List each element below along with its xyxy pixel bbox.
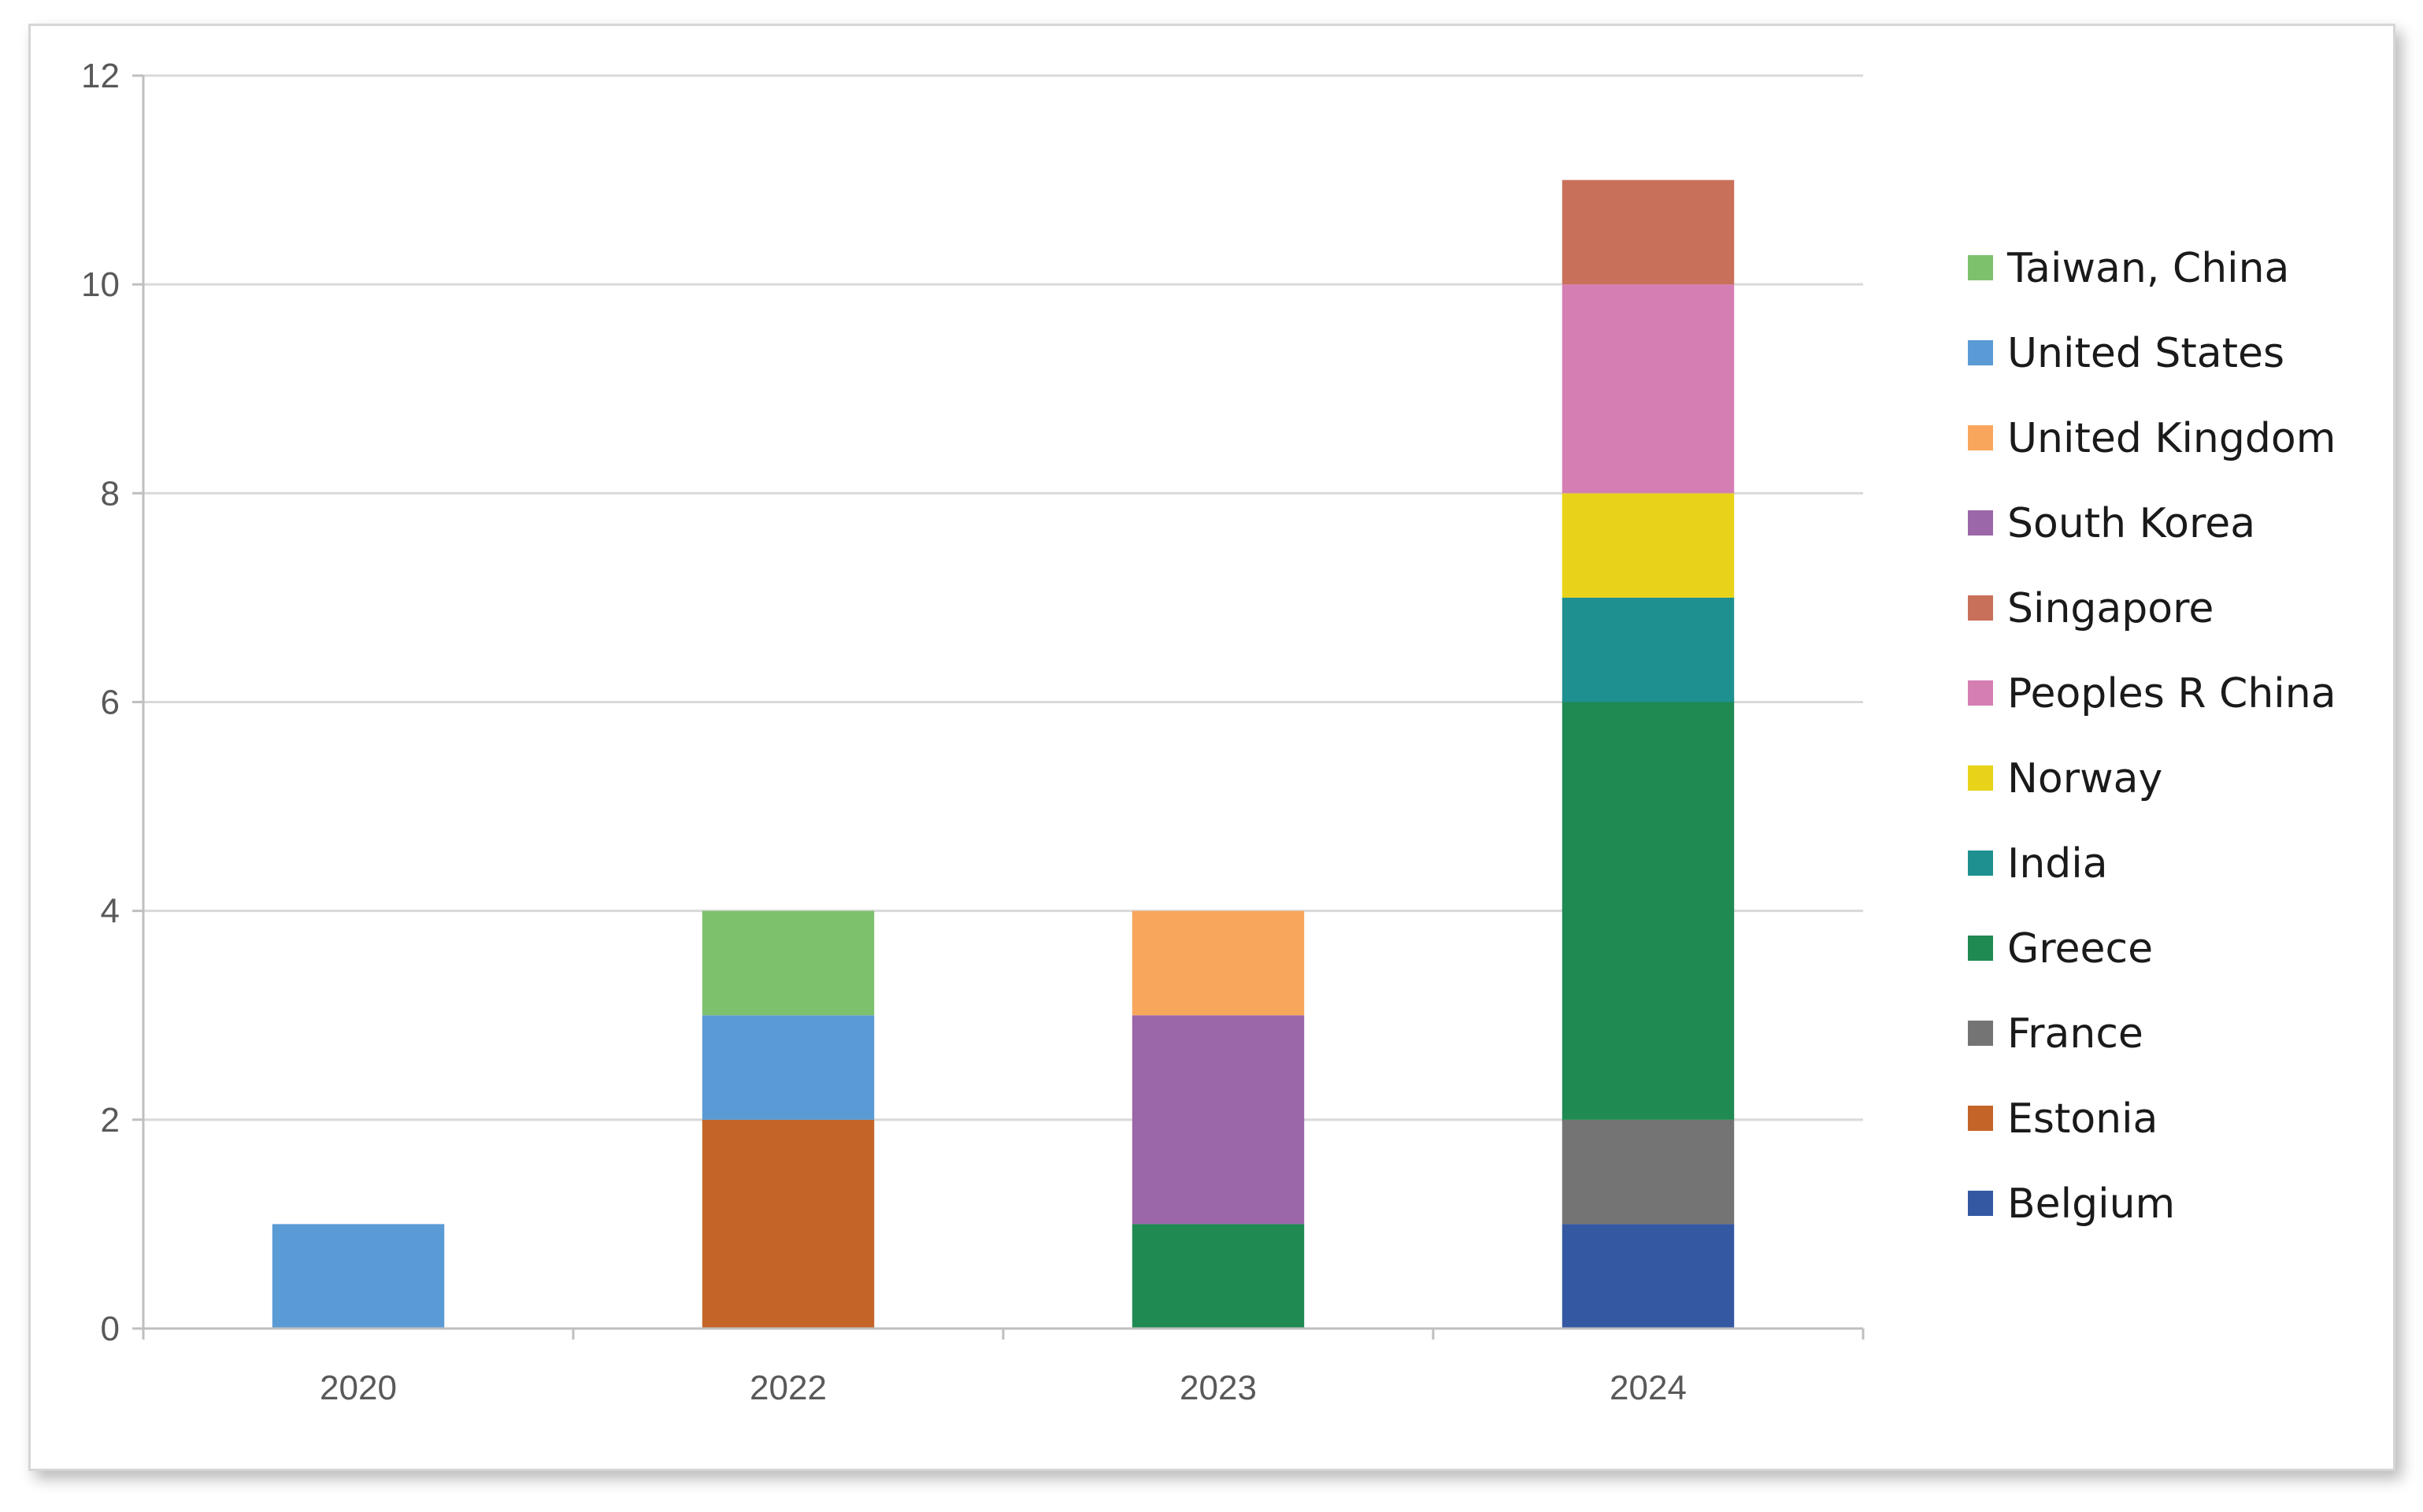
- legend-label-estonia: Estonia: [2007, 1095, 2158, 1143]
- legend-swatch-united-kingdom: [1968, 425, 1993, 450]
- y-tick-label: 8: [101, 474, 120, 513]
- legend-label-singapore: Singapore: [2007, 585, 2214, 632]
- bars: [272, 180, 1735, 1329]
- legend-label-taiwan-china: Taiwan, China: [2006, 245, 2289, 292]
- legend-swatch-singapore: [1968, 595, 1993, 621]
- x-tick-label-2023: 2023: [1180, 1369, 1257, 1407]
- legend-swatch-france: [1968, 1021, 1993, 1046]
- legend-swatch-india: [1968, 850, 1993, 876]
- legend-label-france: France: [2007, 1010, 2143, 1058]
- y-tick-label: 0: [101, 1310, 120, 1348]
- bar-2024-norway: [1562, 493, 1735, 598]
- x-tick-label-2022: 2022: [750, 1369, 827, 1407]
- legend-label-united-states: United States: [2007, 330, 2284, 377]
- bar-2023-south-korea: [1132, 1015, 1305, 1225]
- bar-2024-peoples-r-china: [1562, 284, 1735, 494]
- axes: 0 2 4 6 8 10 12 2020 2022 2023 2024: [81, 57, 1865, 1407]
- bar-2020-united-states: [272, 1224, 445, 1329]
- y-tick-label: 2: [101, 1101, 120, 1140]
- legend-swatch-taiwan-china: [1968, 255, 1993, 280]
- legend: Taiwan, China United States United Kingdom…: [1968, 245, 2336, 1228]
- legend-swatch-south-korea: [1968, 510, 1993, 536]
- legend-label-india: India: [2007, 840, 2108, 888]
- y-tick-label: 4: [101, 892, 120, 931]
- y-tick-label: 12: [81, 57, 120, 95]
- legend-label-greece: Greece: [2007, 925, 2153, 973]
- bar-2022-taiwan-china: [702, 910, 875, 1016]
- legend-swatch-greece: [1968, 936, 1993, 961]
- legend-swatch-norway: [1968, 765, 1993, 791]
- bar-2022-united-states: [702, 1015, 875, 1120]
- x-tick-label-2024: 2024: [1610, 1369, 1687, 1407]
- bar-2024-france: [1562, 1119, 1735, 1225]
- bar-2024-greece: [1562, 702, 1735, 1120]
- y-tick-label: 10: [81, 265, 120, 304]
- legend-label-united-kingdom: United Kingdom: [2007, 415, 2336, 462]
- bar-2024-india: [1562, 597, 1735, 702]
- legend-swatch-peoples-r-china: [1968, 680, 1993, 706]
- x-tick-label-2020: 2020: [320, 1369, 397, 1407]
- legend-label-south-korea: South Korea: [2007, 500, 2255, 547]
- legend-label-belgium: Belgium: [2007, 1180, 2175, 1228]
- legend-label-norway: Norway: [2007, 755, 2162, 802]
- bar-2024-singapore: [1562, 180, 1735, 285]
- bar-2022-estonia: [702, 1119, 875, 1329]
- y-tick-label: 6: [101, 684, 120, 722]
- stacked-bar-chart: 0 2 4 6 8 10 12 2020 2022 2023 2024 Taiwan, China U…: [81, 57, 2336, 1407]
- legend-label-peoples-r-china: Peoples R China: [2007, 670, 2336, 717]
- legend-swatch-estonia: [1968, 1106, 1993, 1131]
- bar-2024-belgium: [1562, 1224, 1735, 1329]
- bar-2023-greece: [1132, 1224, 1305, 1329]
- legend-swatch-belgium: [1968, 1191, 1993, 1216]
- legend-swatch-united-states: [1968, 340, 1993, 365]
- bar-2023-united-kingdom: [1132, 910, 1305, 1016]
- chart-frame: 0 2 4 6 8 10 12 2020 2022 2023 2024 Taiwan, China U…: [28, 24, 2395, 1471]
